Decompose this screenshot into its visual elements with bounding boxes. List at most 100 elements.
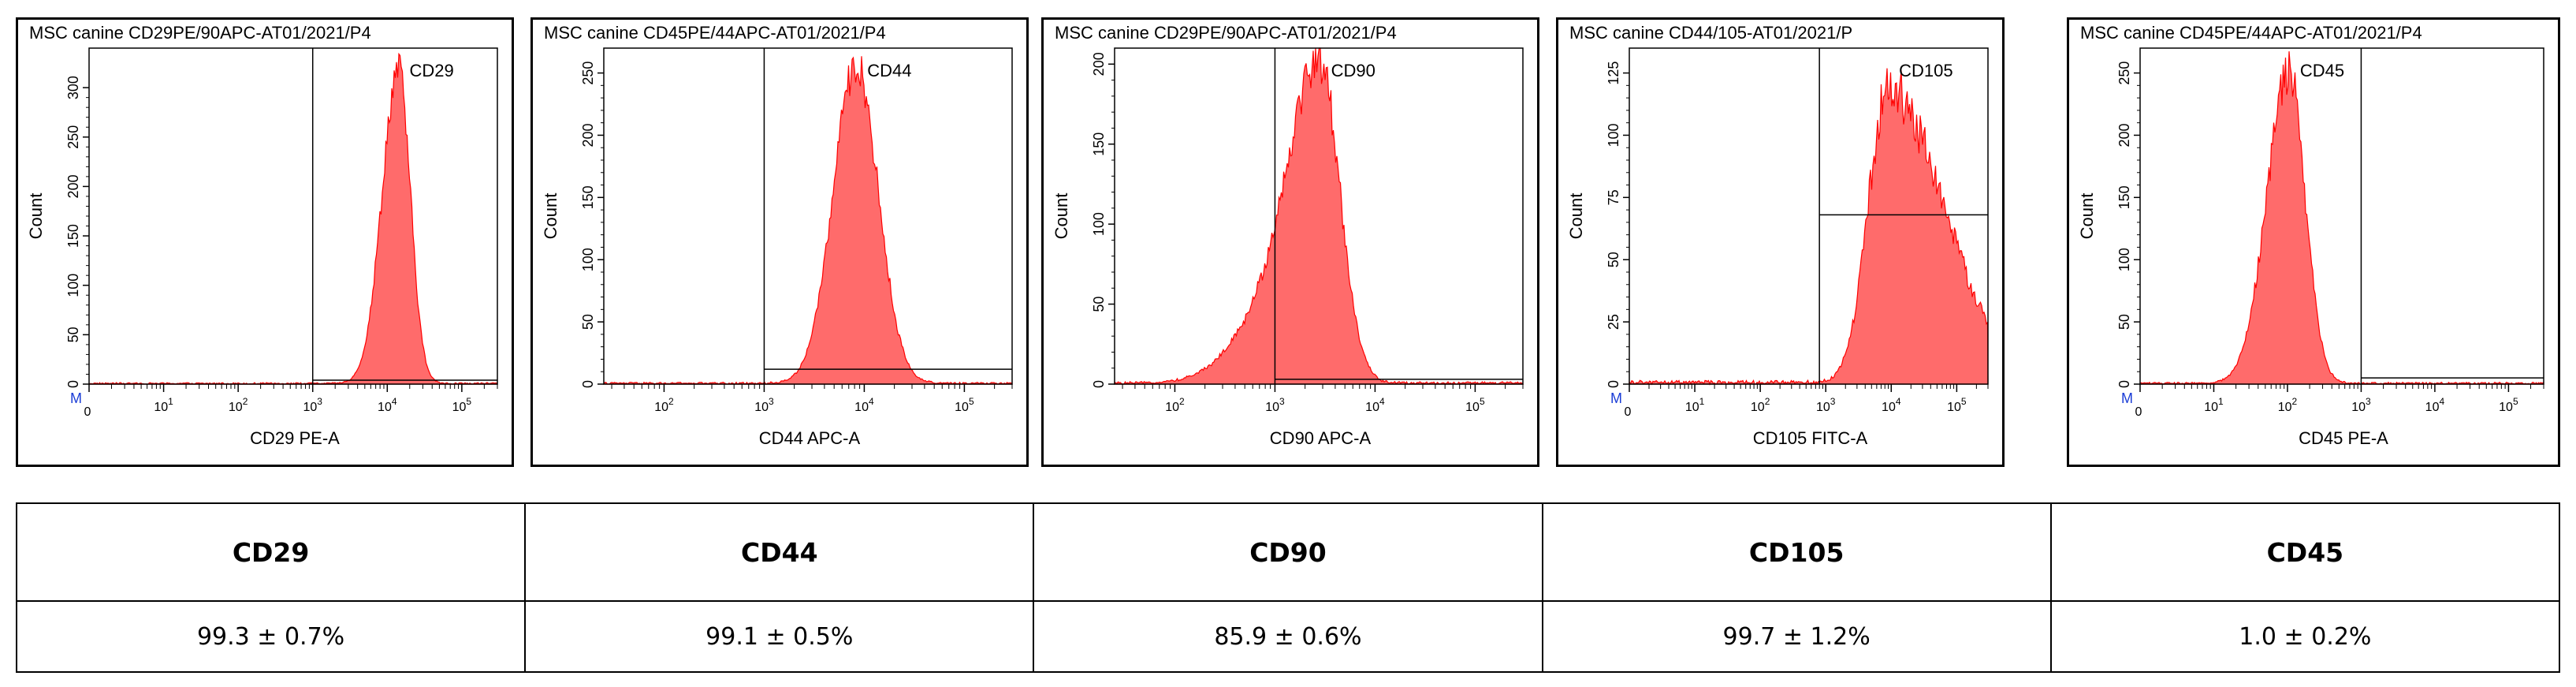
table-header-row: CD29 CD44 CD90 CD105 CD45 bbox=[15, 502, 2561, 602]
table-header-cd29: CD29 bbox=[15, 502, 527, 602]
y-tick-label: 300 bbox=[65, 76, 81, 99]
x-tick-label: 105 bbox=[1947, 396, 1967, 414]
y-tick-label: 200 bbox=[2116, 123, 2132, 147]
plot-frame bbox=[2139, 47, 2544, 385]
plot-frame bbox=[603, 47, 1013, 385]
x-tick-label: 105 bbox=[1465, 396, 1485, 414]
table-header-cd45: CD45 bbox=[2049, 502, 2561, 602]
x-tick-label: 103 bbox=[1265, 396, 1285, 414]
x-tick-label: 102 bbox=[654, 396, 674, 414]
histogram-cd105: MSC canine CD44/105-AT01/2021/P 0 25 50 75 10… bbox=[1566, 23, 1989, 448]
gate-label: CD29 bbox=[409, 61, 453, 80]
results-table: CD29 CD44 CD90 CD105 CD45 99.3 ± 0.7% 99… bbox=[15, 502, 2561, 673]
y-tick-label: 50 bbox=[580, 314, 596, 330]
chart-title: MSC canine CD29PE/90APC-AT01/2021/P4 bbox=[1055, 23, 1397, 43]
x-tick-label: 105 bbox=[955, 396, 974, 414]
table-header-cd90: CD90 bbox=[1033, 502, 1543, 602]
histogram-panel-cd90: MSC canine CD29PE/90APC-AT01/2021/P4 0 50 1… bbox=[1041, 17, 1539, 467]
x-tick-label: 103 bbox=[1816, 396, 1836, 414]
y-tick-label: 150 bbox=[65, 224, 81, 248]
gate-label: CD44 bbox=[867, 61, 911, 80]
y-tick-label: 50 bbox=[1606, 252, 1621, 267]
chart-title: MSC canine CD29PE/90APC-AT01/2021/P4 bbox=[29, 23, 371, 43]
chart-title: MSC canine CD44/105-AT01/2021/P bbox=[1569, 23, 1852, 43]
x-tick-label: 104 bbox=[1882, 396, 1901, 414]
gate-label: CD105 bbox=[1899, 61, 1952, 80]
histogram-cd44: MSC canine CD45PE/44APC-AT01/2021/P4 0 50 1… bbox=[541, 23, 1013, 448]
table-value-cd29: 99.3 ± 0.7% bbox=[15, 600, 527, 673]
x-zero-label: 0 bbox=[84, 405, 91, 419]
x-tick-label: 104 bbox=[378, 396, 397, 414]
gate-label: CD45 bbox=[2300, 61, 2344, 80]
x-axis-label: CD90 APC-A bbox=[1270, 428, 1372, 448]
table-value-cd45: 1.0 ± 0.2% bbox=[2049, 600, 2561, 673]
x-tick-label: 105 bbox=[452, 396, 472, 414]
y-tick-label: 50 bbox=[65, 327, 81, 342]
y-tick-label: 250 bbox=[65, 125, 81, 149]
histogram-panel-cd44: MSC canine CD45PE/44APC-AT01/2021/P4 0 50 1… bbox=[530, 17, 1029, 467]
histogram-area-cd90 bbox=[1114, 47, 1524, 385]
marker-m-label: M bbox=[2121, 390, 2133, 406]
x-tick-label: 104 bbox=[2425, 396, 2445, 414]
table-row: 99.3 ± 0.7% 99.1 ± 0.5% 85.9 ± 0.6% 99.7… bbox=[15, 600, 2561, 673]
y-tick-label: 250 bbox=[2116, 62, 2132, 85]
y-tick-label: 25 bbox=[1606, 314, 1621, 330]
x-axis-label: CD29 PE-A bbox=[250, 428, 340, 448]
y-axis-label: Count bbox=[2077, 193, 2097, 240]
x-tick-label: 102 bbox=[1165, 396, 1185, 414]
y-tick-label: 125 bbox=[1606, 62, 1621, 85]
y-tick-label: 200 bbox=[580, 123, 596, 147]
y-tick-label: 0 bbox=[1606, 380, 1621, 388]
y-axis-label: Count bbox=[26, 193, 46, 240]
x-tick-label: 102 bbox=[229, 396, 248, 414]
y-tick-label: 0 bbox=[580, 380, 596, 388]
y-tick-label: 100 bbox=[2116, 248, 2132, 271]
table-value-cd90: 85.9 ± 0.6% bbox=[1033, 600, 1543, 673]
x-tick-label: 104 bbox=[854, 396, 874, 414]
y-tick-label: 100 bbox=[580, 248, 596, 271]
x-tick-label: 101 bbox=[154, 396, 173, 414]
marker-m-label: M bbox=[70, 390, 82, 406]
y-tick-label: 150 bbox=[2116, 185, 2132, 209]
table-header-cd105: CD105 bbox=[1541, 502, 2052, 602]
y-tick-label: 100 bbox=[65, 274, 81, 297]
x-tick-label: 101 bbox=[1685, 396, 1705, 414]
histogram-panel-cd105: MSC canine CD44/105-AT01/2021/P 0 25 50 75 10… bbox=[1556, 17, 2005, 467]
x-zero-label: 0 bbox=[1625, 405, 1632, 419]
x-tick-label: 103 bbox=[303, 396, 322, 414]
y-tick-label: 50 bbox=[2116, 314, 2132, 330]
plot-frame bbox=[1629, 47, 1989, 385]
marker-m-label: M bbox=[1610, 390, 1622, 406]
y-tick-label: 50 bbox=[1091, 297, 1107, 312]
histogram-panel-cd29: MSC canine CD29PE/90APC-AT01/2021/P4 0 50 1… bbox=[16, 17, 514, 467]
x-axis-label: CD105 FITC-A bbox=[1753, 428, 1868, 448]
histogram-area-cd29 bbox=[88, 52, 498, 385]
y-tick-label: 200 bbox=[65, 174, 81, 198]
y-tick-label: 0 bbox=[1091, 380, 1107, 388]
histogram-cd45: MSC canine CD45PE/44APC-AT01/2021/P4 0 50 1… bbox=[2077, 23, 2544, 448]
x-tick-label: 102 bbox=[2278, 396, 2298, 414]
y-tick-label: 250 bbox=[580, 62, 596, 85]
y-tick-label: 0 bbox=[65, 380, 81, 388]
y-tick-label: 100 bbox=[1091, 212, 1107, 236]
x-axis-label: CD44 APC-A bbox=[759, 428, 861, 448]
histogram-area-cd44 bbox=[602, 56, 1013, 385]
y-tick-label: 0 bbox=[2116, 380, 2132, 388]
histogram-cd90: MSC canine CD29PE/90APC-AT01/2021/P4 0 50 1… bbox=[1052, 23, 1524, 448]
y-axis-label: Count bbox=[541, 193, 560, 240]
x-tick-label: 105 bbox=[2499, 396, 2518, 414]
y-tick-label: 150 bbox=[1091, 133, 1107, 156]
plot-frame bbox=[88, 47, 498, 385]
table-header-cd44: CD44 bbox=[524, 502, 1035, 602]
x-tick-label: 102 bbox=[1751, 396, 1770, 414]
y-tick-label: 75 bbox=[1606, 189, 1621, 205]
x-tick-label: 103 bbox=[754, 396, 774, 414]
chart-title: MSC canine CD45PE/44APC-AT01/2021/P4 bbox=[2080, 23, 2422, 43]
table-value-cd105: 99.7 ± 1.2% bbox=[1541, 600, 2052, 673]
chart-title: MSC canine CD45PE/44APC-AT01/2021/P4 bbox=[544, 23, 886, 43]
y-axis-label: Count bbox=[1052, 193, 1071, 240]
histogram-cd29: MSC canine CD29PE/90APC-AT01/2021/P4 0 50 1… bbox=[26, 23, 498, 448]
gate-label: CD90 bbox=[1331, 61, 1375, 80]
y-tick-label: 150 bbox=[580, 185, 596, 209]
y-tick-label: 200 bbox=[1091, 52, 1107, 76]
